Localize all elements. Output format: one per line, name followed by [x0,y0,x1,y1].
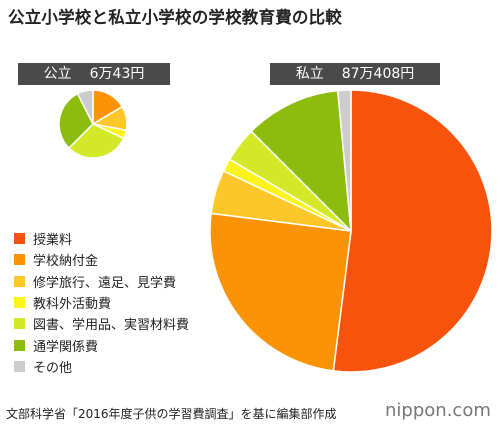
private-slice-7 [336,89,352,232]
legend-swatch [14,318,25,330]
private-total: 87万408円 [341,66,415,82]
public-slice-6 [58,92,94,150]
logo-name: nippon [385,400,447,421]
public-slice-7 [76,89,94,125]
nippon-logo: nippon.com [385,400,491,421]
public-label: 公立 [43,66,72,82]
logo-dot: . [446,400,453,421]
legend-label: 図書、学用品、実習材料費 [33,318,190,334]
private-slice-1 [332,89,493,373]
logo-domain: com [452,400,491,421]
legend-swatch [14,275,25,287]
legend-label: 教科外活動費 [33,297,112,313]
legend-swatch [14,233,25,245]
legend-label: 通学関係費 [33,339,99,355]
public-pie [58,89,128,159]
legend-label: 学校納付金 [33,254,99,270]
legend-swatch [14,360,25,372]
legend-item: 修学旅行、遠足、見学費 [14,271,189,292]
legend-swatch [14,339,25,351]
public-total: 6万43円 [89,66,145,82]
private-label: 私立 [295,66,324,82]
chart-title: 公立小学校と私立小学校の学校教育費の比較 [8,8,342,27]
source-note: 文部科学省「2016年度子供の学習費調査」を基に編集部作成 [6,407,337,421]
legend-item: 図書、学用品、実習材料費 [14,313,189,334]
public-slice-5 [67,123,125,159]
private-label-badge: 私立 87万408円 [270,63,440,85]
legend-swatch [14,297,25,309]
legend-item: 学校納付金 [14,249,189,270]
legend-item: 教科外活動費 [14,292,189,313]
public-label-badge: 公立 6万43円 [18,63,170,85]
private-pie [209,89,493,373]
private-slice-6 [250,89,352,234]
legend-label: 授業料 [33,233,73,249]
legend-item: 授業料 [14,228,189,249]
legend: 授業料学校納付金修学旅行、遠足、見学費 教科外活動費図書、学用品、実習材料費 通学関… [14,228,189,377]
legend-item: 通学関係費 [14,334,189,355]
legend-swatch [14,254,25,266]
legend-label: 修学旅行、遠足、見学費 [33,275,177,291]
legend-item: その他 [14,356,189,377]
legend-label: その他 [33,360,73,376]
private-slice-2 [209,212,352,372]
